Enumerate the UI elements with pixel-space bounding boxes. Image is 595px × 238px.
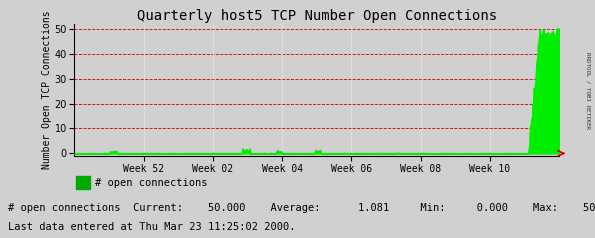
Text: Last data entered at Thu Mar 23 11:25:02 2000.: Last data entered at Thu Mar 23 11:25:02… [8,222,295,232]
Y-axis label: Number Open TCP Connections: Number Open TCP Connections [42,10,52,169]
Text: # open connections: # open connections [95,178,207,188]
Text: RRDTOOL / TOBI OETIKER: RRDTOOL / TOBI OETIKER [586,52,591,129]
Title: Quarterly host5 TCP Number Open Connections: Quarterly host5 TCP Number Open Connecti… [137,9,497,23]
Text: # open connections  Current:    50.000    Average:      1.081     Min:     0.000: # open connections Current: 50.000 Avera… [8,203,595,213]
